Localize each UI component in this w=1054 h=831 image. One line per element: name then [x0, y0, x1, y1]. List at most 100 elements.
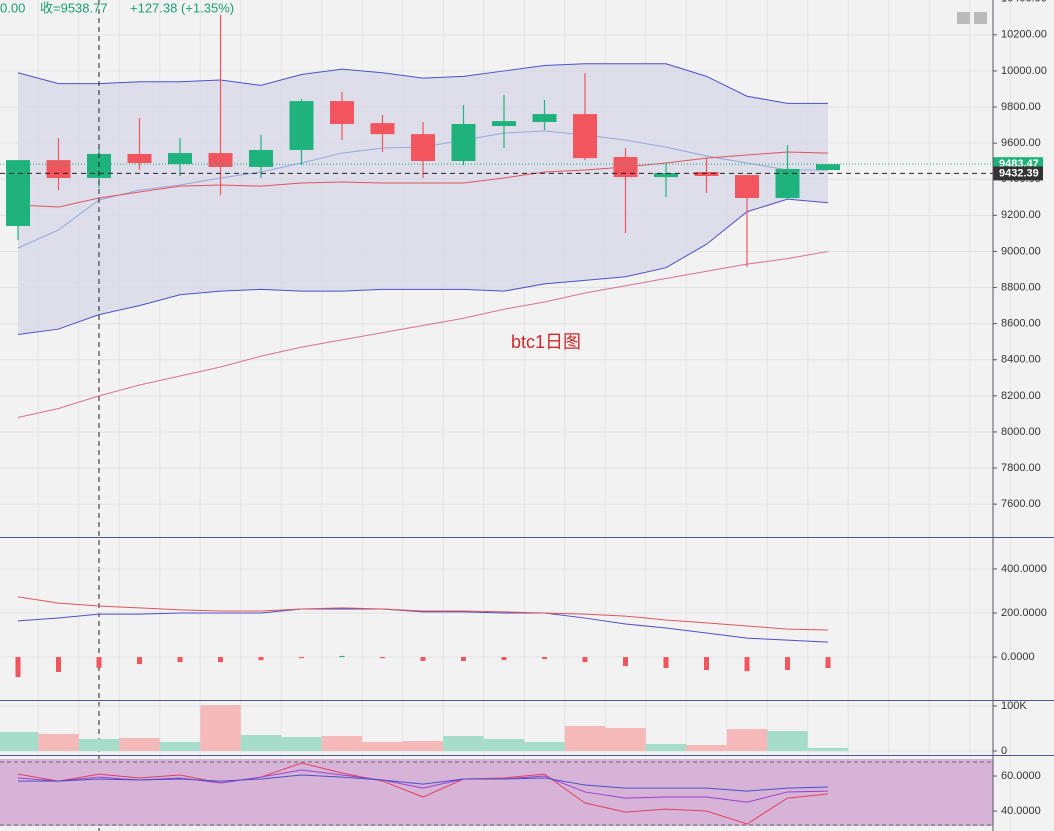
volume-bar	[686, 745, 727, 751]
y-tick-label: 7600.00	[1001, 498, 1041, 510]
series-line	[17, 250, 829, 418]
macd-bar	[461, 657, 466, 662]
macd-bar	[420, 657, 426, 662]
candle-body	[532, 114, 557, 123]
macd-bar	[501, 657, 507, 661]
macd-bar	[299, 657, 304, 659]
candle-body	[370, 123, 395, 135]
series-line	[17, 596, 829, 631]
macd-bar	[339, 655, 345, 658]
indicator-background	[0, 759, 993, 826]
candle-body	[573, 114, 597, 159]
crosshair-label: 9432.39	[999, 167, 1039, 179]
y-tick-label: 8800.00	[1001, 281, 1041, 293]
volume-bar	[119, 737, 160, 751]
volume-bar	[240, 734, 282, 751]
volume-bar	[807, 747, 849, 751]
candle-body	[654, 173, 678, 178]
y-tick-label: 10200.00	[1001, 29, 1047, 41]
volume-bar	[767, 731, 808, 751]
candle-body	[411, 134, 435, 162]
y-tick-label: 0.0000	[1001, 651, 1035, 663]
volume-bar	[564, 725, 606, 751]
macd-bar	[785, 657, 790, 671]
candle-body	[735, 175, 759, 199]
candle-body	[168, 153, 192, 165]
y-tick-label: 8600.00	[1001, 318, 1041, 330]
macd-bar	[623, 657, 628, 667]
candle-body	[694, 172, 719, 176]
candle-body	[289, 101, 314, 150]
macd-bar	[218, 657, 223, 663]
volume-bar	[38, 733, 79, 751]
band-lower	[17, 198, 829, 335]
macd-bar	[542, 657, 547, 660]
series-line	[17, 762, 829, 825]
candle-body	[613, 157, 638, 178]
y-tick-label: 10000.00	[1001, 65, 1047, 77]
y-tick-label: 9600.00	[1001, 137, 1041, 149]
volume-bar	[402, 741, 444, 751]
candle-body	[451, 124, 476, 162]
annotation: btc1日图	[511, 332, 581, 352]
candle-body	[46, 160, 71, 178]
toolbar-icon[interactable]	[957, 12, 970, 24]
candle-body	[330, 101, 354, 125]
macd-bar	[177, 657, 183, 663]
y-tick-label: 9800.00	[1001, 101, 1041, 113]
volume-bar	[200, 704, 241, 751]
volume-bar	[726, 728, 768, 751]
candle-body	[816, 164, 840, 171]
macd-bar	[744, 657, 750, 672]
candle-body	[127, 153, 152, 163]
macd-bar	[137, 657, 142, 665]
volume-bar	[321, 736, 363, 751]
band-upper	[17, 63, 828, 104]
volume-bar	[362, 741, 403, 751]
y-tick-label: 8400.00	[1001, 354, 1041, 366]
macd-bar	[56, 657, 61, 673]
y-tick-label: 400.0000	[1001, 563, 1047, 575]
volume-bar	[524, 741, 565, 751]
macd-bar	[704, 657, 709, 671]
header-value: 0.00	[0, 0, 25, 15]
volume-bar	[443, 736, 484, 751]
series-line	[17, 151, 829, 208]
volume-bar	[483, 738, 525, 751]
series-line	[17, 608, 829, 643]
volume-bar	[78, 738, 120, 751]
y-tick-label: 7800.00	[1001, 462, 1041, 474]
header-close: 收=9538.77	[40, 0, 108, 15]
macd-bar	[96, 657, 102, 669]
candle-body	[492, 121, 516, 126]
y-tick-label: 100K	[1001, 700, 1027, 712]
candle-body	[6, 160, 30, 226]
y-tick-label: 200.0000	[1001, 607, 1047, 619]
y-tick-label: 9200.00	[1001, 209, 1041, 221]
y-tick-label: 8200.00	[1001, 390, 1041, 402]
macd-bar	[663, 657, 669, 669]
crosshair-box	[993, 166, 1043, 181]
volume-bar	[645, 743, 687, 751]
macd-bar	[15, 657, 21, 678]
y-tick-label: 60.0000	[1001, 770, 1041, 782]
candle-body	[249, 149, 273, 167]
volume-bar	[0, 732, 39, 751]
header-change: +127.38 (+1.35%)	[130, 0, 234, 15]
y-tick-label: 8000.00	[1001, 426, 1041, 438]
y-tick-label: 9000.00	[1001, 245, 1041, 257]
macd-bar	[825, 657, 831, 669]
y-tick-label: 10400.00	[1001, 0, 1047, 5]
y-tick-label: 40.0000	[1001, 805, 1041, 817]
series-line	[18, 774, 829, 792]
macd-bar	[582, 657, 588, 663]
macd-bar	[258, 657, 264, 661]
toolbar-icon[interactable]	[974, 12, 987, 24]
volume-bar	[159, 741, 201, 751]
y-tick-label: 0	[1001, 745, 1007, 757]
volume-bar	[605, 727, 646, 751]
candle-body	[208, 153, 233, 167]
